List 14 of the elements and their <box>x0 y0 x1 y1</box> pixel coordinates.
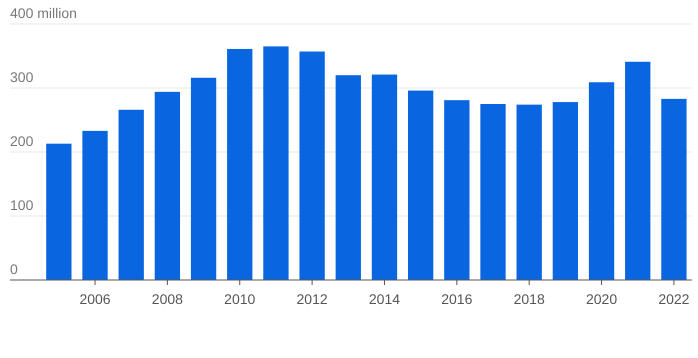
y-tick-label: 300 <box>10 69 34 85</box>
x-tick-label: 2008 <box>152 291 184 307</box>
x-tick-label: 2010 <box>224 291 256 307</box>
y-tick-label: 100 <box>10 197 34 213</box>
x-tick-label: 2022 <box>658 291 690 307</box>
y-tick-label: 400 million <box>10 5 77 21</box>
x-tick-label: 2016 <box>441 291 473 307</box>
x-tick-label: 2012 <box>296 291 328 307</box>
y-tick-label: 200 <box>10 133 34 149</box>
x-tick-label: 2006 <box>79 291 111 307</box>
x-tick-label: 2020 <box>586 291 618 307</box>
x-tick-label: 2018 <box>514 291 545 307</box>
x-tick-label: 2014 <box>368 291 400 307</box>
y-tick-label: 0 <box>10 261 18 277</box>
